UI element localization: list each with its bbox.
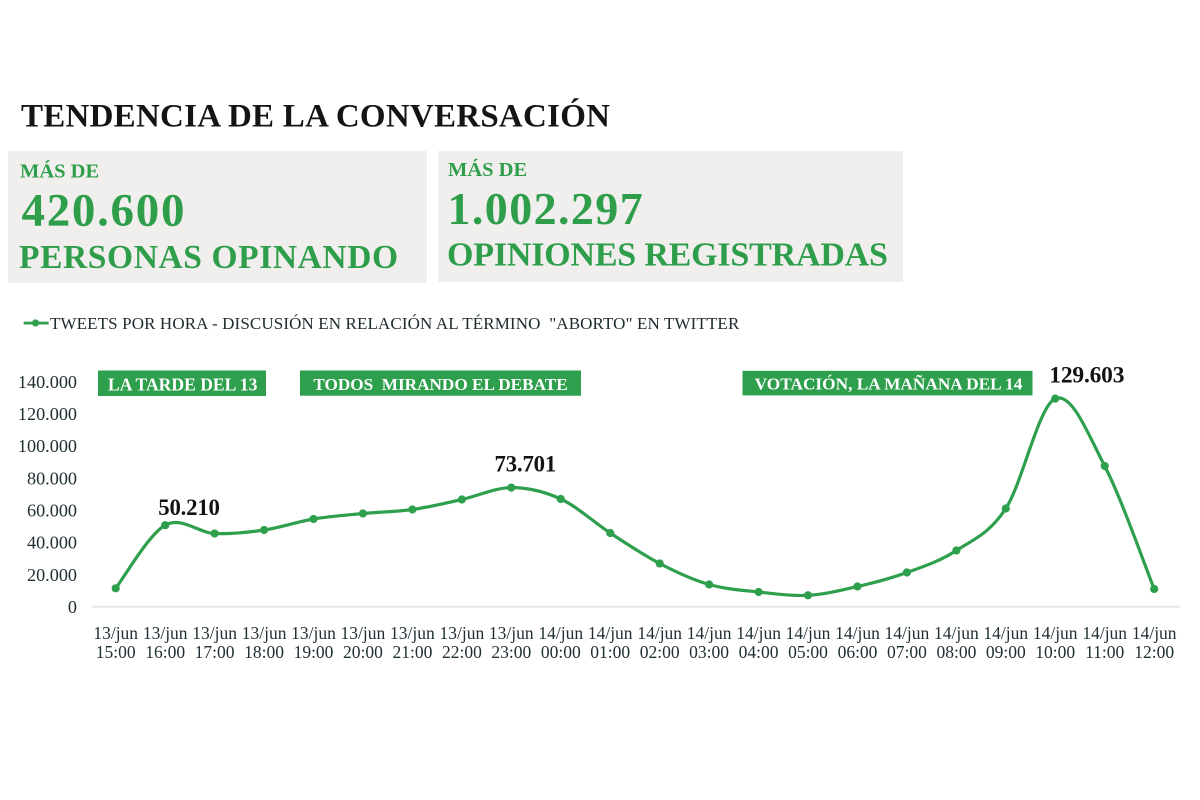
svg-text:14/jun: 14/jun <box>588 623 633 643</box>
svg-text:14/jun: 14/jun <box>736 623 781 643</box>
svg-text:120.000: 120.000 <box>18 404 77 424</box>
svg-text:14/jun: 14/jun <box>1033 623 1078 643</box>
svg-text:02:00: 02:00 <box>640 642 680 662</box>
svg-text:13/jun: 13/jun <box>143 623 188 643</box>
svg-text:14/jun: 14/jun <box>983 623 1028 643</box>
svg-text:21:00: 21:00 <box>392 642 432 662</box>
svg-text:40.000: 40.000 <box>27 533 77 553</box>
svg-text:TENDENCIA DE LA CONVERSACIÓN: TENDENCIA DE LA CONVERSACIÓN <box>21 97 610 135</box>
svg-text:420.600: 420.600 <box>22 185 187 237</box>
svg-text:09:00: 09:00 <box>986 642 1026 662</box>
svg-text:03:00: 03:00 <box>689 642 729 662</box>
svg-text:10:00: 10:00 <box>1035 642 1075 662</box>
svg-text:80.000: 80.000 <box>27 468 77 488</box>
svg-text:50.210: 50.210 <box>158 495 220 520</box>
svg-text:13/jun: 13/jun <box>440 623 485 643</box>
svg-text:0: 0 <box>68 597 77 617</box>
svg-text:13/jun: 13/jun <box>93 623 138 643</box>
svg-text:140.000: 140.000 <box>18 372 77 392</box>
svg-text:129.603: 129.603 <box>1049 363 1124 389</box>
svg-text:1.002.297: 1.002.297 <box>448 183 645 234</box>
svg-text:13/jun: 13/jun <box>341 623 386 643</box>
svg-text:14/jun: 14/jun <box>934 623 979 643</box>
svg-text:14/jun: 14/jun <box>835 623 880 643</box>
svg-text:23:00: 23:00 <box>491 642 531 662</box>
svg-text:16:00: 16:00 <box>145 642 185 662</box>
svg-text:12:00: 12:00 <box>1134 642 1174 662</box>
svg-text:20.000: 20.000 <box>27 565 77 585</box>
svg-text:13/jun: 13/jun <box>242 623 287 643</box>
svg-text:VOTACIÓN, LA MAÑANA DEL 14: VOTACIÓN, LA MAÑANA DEL 14 <box>755 375 1023 394</box>
svg-text:14/jun: 14/jun <box>687 623 732 643</box>
svg-text:04:00: 04:00 <box>739 642 779 662</box>
svg-text:11:00: 11:00 <box>1085 642 1124 662</box>
svg-text:05:00: 05:00 <box>788 642 828 662</box>
svg-text:14/jun: 14/jun <box>786 623 831 643</box>
svg-text:100.000: 100.000 <box>18 436 77 456</box>
svg-text:PERSONAS OPINANDO: PERSONAS OPINANDO <box>19 239 399 276</box>
svg-text:14/jun: 14/jun <box>538 623 583 643</box>
svg-text:MÁS DE: MÁS DE <box>448 158 527 181</box>
svg-text:73.701: 73.701 <box>495 452 557 477</box>
svg-text:LA TARDE DEL 13: LA TARDE DEL 13 <box>108 374 258 394</box>
svg-text:OPINIONES REGISTRADAS: OPINIONES REGISTRADAS <box>447 236 888 273</box>
svg-text:19:00: 19:00 <box>294 642 334 662</box>
svg-text:13/jun: 13/jun <box>489 623 534 643</box>
svg-text:22:00: 22:00 <box>442 642 482 662</box>
svg-text:07:00: 07:00 <box>887 642 927 662</box>
svg-text:14/jun: 14/jun <box>885 623 930 643</box>
svg-text:17:00: 17:00 <box>195 642 235 662</box>
svg-text:TWEETS POR HORA - DISCUSIÓN EN: TWEETS POR HORA - DISCUSIÓN EN RELACIÓN … <box>50 314 740 333</box>
svg-text:20:00: 20:00 <box>343 642 383 662</box>
svg-text:01:00: 01:00 <box>590 642 630 662</box>
svg-text:08:00: 08:00 <box>936 642 976 662</box>
svg-text:18:00: 18:00 <box>244 642 284 662</box>
svg-text:06:00: 06:00 <box>838 642 878 662</box>
svg-text:MÁS DE: MÁS DE <box>20 160 99 183</box>
svg-text:14/jun: 14/jun <box>637 623 682 643</box>
svg-text:13/jun: 13/jun <box>192 623 237 643</box>
svg-text:14/jun: 14/jun <box>1082 623 1127 643</box>
svg-text:TODOS MIRANDO EL DEBATE: TODOS MIRANDO EL DEBATE <box>313 375 567 394</box>
svg-text:60.000: 60.000 <box>27 501 77 521</box>
svg-text:00:00: 00:00 <box>541 642 581 662</box>
svg-text:15:00: 15:00 <box>96 642 136 662</box>
svg-text:13/jun: 13/jun <box>291 623 336 643</box>
svg-text:14/jun: 14/jun <box>1132 623 1177 643</box>
svg-text:13/jun: 13/jun <box>390 623 435 643</box>
